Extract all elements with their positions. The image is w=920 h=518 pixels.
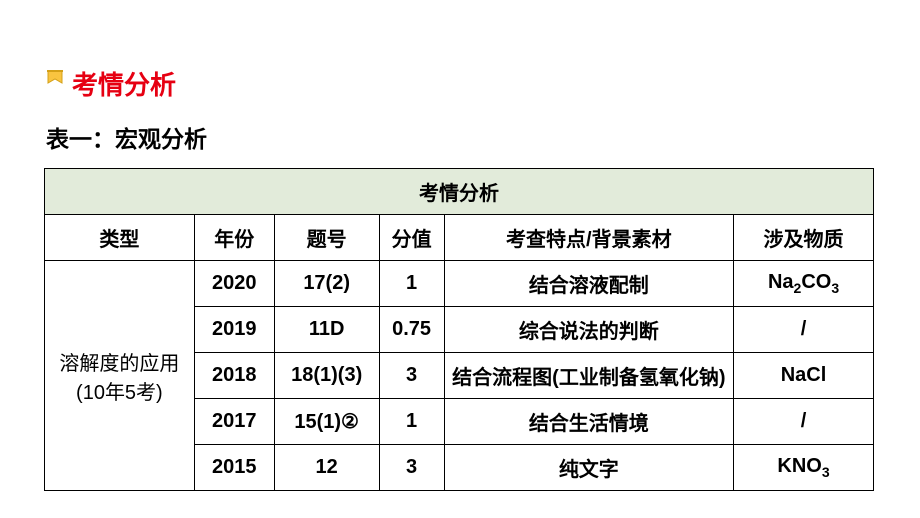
cell-num: 18(1)(3) — [274, 353, 379, 399]
col-header-type: 类型 — [45, 215, 195, 261]
cell-substance: / — [734, 399, 874, 445]
table-column-header-row: 类型 年份 题号 分值 考查特点/背景素材 涉及物质 — [45, 215, 874, 261]
col-header-score: 分值 — [379, 215, 444, 261]
cell-year: 2017 — [194, 399, 274, 445]
tag-icon — [44, 69, 66, 99]
section-title: 考情分析 — [72, 65, 176, 102]
cell-num: 15(1)② — [274, 399, 379, 445]
cell-score: 3 — [379, 445, 444, 491]
cell-num: 17(2) — [274, 261, 379, 307]
cell-substance: Na2CO3 — [734, 261, 874, 307]
cell-score: 0.75 — [379, 307, 444, 353]
sub-title: 表一：宏观分析 — [46, 120, 920, 154]
table-main-header: 考情分析 — [45, 169, 874, 215]
section-header: 考情分析 — [44, 65, 920, 102]
col-header-year: 年份 — [194, 215, 274, 261]
cell-feature: 结合溶液配制 — [444, 261, 733, 307]
cell-num: 11D — [274, 307, 379, 353]
col-header-num: 题号 — [274, 215, 379, 261]
cell-feature: 结合流程图(工业制备氢氧化钠) — [444, 353, 733, 399]
cell-score: 1 — [379, 261, 444, 307]
cell-year: 2020 — [194, 261, 274, 307]
cell-score: 1 — [379, 399, 444, 445]
cell-substance: KNO3 — [734, 445, 874, 491]
cell-feature: 纯文字 — [444, 445, 733, 491]
cell-year: 2015 — [194, 445, 274, 491]
cell-substance: / — [734, 307, 874, 353]
col-header-substance: 涉及物质 — [734, 215, 874, 261]
table-body: 溶解度的应用(10年5考) 2020 17(2) 1 结合溶液配制 Na2CO3… — [45, 261, 874, 491]
cell-feature: 结合生活情境 — [444, 399, 733, 445]
col-header-feature: 考查特点/背景素材 — [444, 215, 733, 261]
cell-year: 2019 — [194, 307, 274, 353]
analysis-table: 考情分析 类型 年份 题号 分值 考查特点/背景素材 涉及物质 溶解度的应用(1… — [44, 168, 874, 491]
table-main-header-row: 考情分析 — [45, 169, 874, 215]
cell-num: 12 — [274, 445, 379, 491]
cell-score: 3 — [379, 353, 444, 399]
cell-year: 2018 — [194, 353, 274, 399]
cell-type: 溶解度的应用(10年5考) — [45, 261, 195, 491]
cell-substance: NaCl — [734, 353, 874, 399]
cell-feature: 综合说法的判断 — [444, 307, 733, 353]
table-row: 溶解度的应用(10年5考) 2020 17(2) 1 结合溶液配制 Na2CO3 — [45, 261, 874, 307]
